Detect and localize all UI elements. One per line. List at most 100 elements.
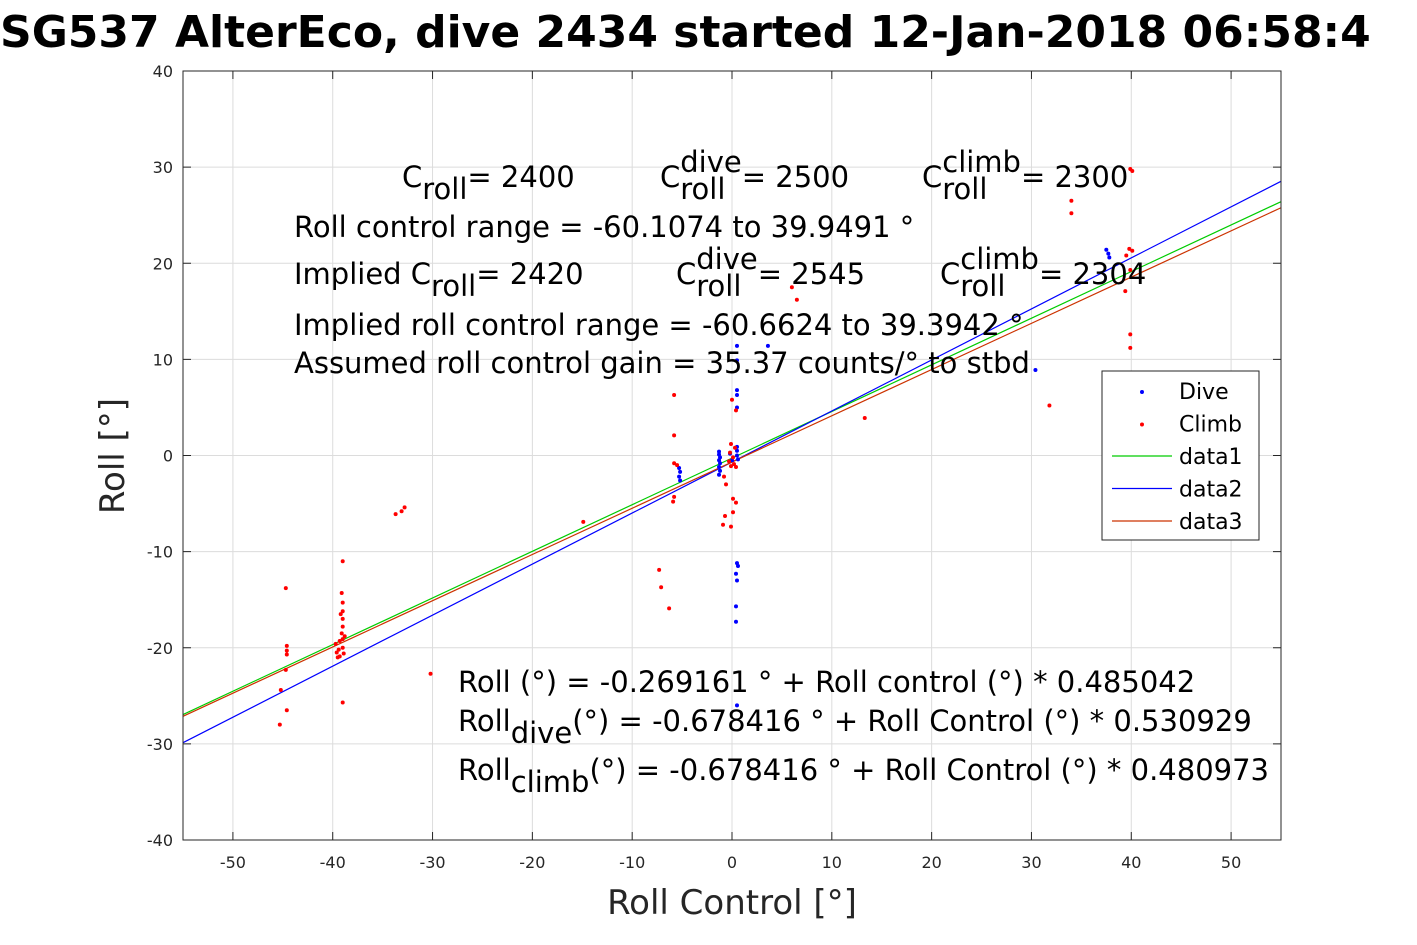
climb-point	[657, 567, 662, 572]
climb-point	[337, 639, 342, 644]
x-tick-label: 10	[822, 853, 842, 872]
svg-text:dive: dive	[680, 145, 741, 179]
dive-point	[717, 449, 722, 454]
dive-point	[677, 465, 682, 470]
dive-point	[733, 619, 738, 624]
legend-label: data2	[1179, 478, 1243, 503]
dive-point	[735, 457, 740, 462]
dive-point	[734, 703, 739, 708]
dive-point	[717, 472, 722, 477]
dive-point	[735, 564, 740, 569]
climb-point	[283, 667, 288, 672]
y-axis-label: Roll [°]	[93, 398, 133, 514]
climb-point	[1069, 198, 1074, 203]
dive-point	[1033, 367, 1038, 372]
climb-point	[334, 650, 339, 655]
svg-text:= 2300: = 2300	[1021, 160, 1128, 194]
x-tick-label: 0	[727, 853, 737, 872]
dive-point	[734, 358, 739, 363]
climb-point	[732, 445, 737, 450]
climb-point	[1130, 168, 1135, 173]
climb-point	[1069, 211, 1074, 216]
dive-point	[1104, 247, 1109, 252]
dive-point	[734, 578, 739, 583]
climb-point	[340, 624, 345, 629]
dive-point	[718, 468, 723, 473]
climb-point	[671, 499, 676, 504]
climb-point	[335, 655, 340, 660]
climb-point	[672, 494, 677, 499]
dive-point	[1106, 251, 1111, 256]
climb-point	[1123, 289, 1128, 294]
climb-point	[723, 514, 728, 519]
climb-point	[729, 441, 734, 446]
svg-text:C: C	[940, 257, 960, 291]
climb-point	[730, 496, 735, 501]
fit-equation-climb: Roll climb (°) = -0.678416 ° + Roll Contr…	[458, 753, 1269, 799]
dive-point	[765, 343, 770, 348]
y-tick-label: 40	[153, 62, 173, 81]
y-tick-label: 20	[153, 254, 173, 273]
svg-text:= 2500: = 2500	[742, 160, 849, 194]
dive-point	[733, 604, 738, 609]
x-tick-label: 40	[1121, 853, 1141, 872]
climb-point	[340, 700, 345, 705]
dive-point	[1107, 255, 1112, 260]
svg-text:Roll: Roll	[458, 753, 511, 787]
climb-point	[672, 461, 677, 466]
climb-point	[342, 634, 347, 639]
svg-text:C: C	[922, 160, 942, 194]
svg-text:roll: roll	[942, 172, 987, 206]
y-tick-label: -10	[147, 543, 173, 562]
climb-point	[340, 616, 345, 621]
climb-point	[340, 645, 345, 650]
climb-point	[1127, 246, 1132, 251]
x-tick-label: -30	[419, 853, 445, 872]
x-tick-label: 20	[921, 853, 941, 872]
y-tick-label: -40	[147, 831, 173, 850]
climb-point	[727, 459, 732, 464]
svg-text:dive: dive	[511, 716, 572, 750]
climb-point	[336, 647, 341, 652]
fit-equation-dive: Roll dive (°) = -0.678416 ° + Roll Contro…	[458, 704, 1252, 750]
svg-text:= 2304: = 2304	[1039, 257, 1146, 291]
x-tick-label: -50	[220, 853, 246, 872]
svg-text:roll: roll	[696, 269, 741, 303]
svg-text:Implied C: Implied C	[294, 257, 431, 291]
legend-label: Dive	[1179, 380, 1229, 405]
dive-point	[718, 461, 723, 466]
climb-point	[393, 512, 398, 517]
dive-point	[678, 469, 683, 474]
svg-text:C: C	[676, 257, 696, 291]
dive-point	[733, 571, 738, 576]
x-tick-label: -40	[320, 853, 346, 872]
climb-point	[733, 408, 738, 413]
climb-point	[675, 463, 680, 468]
svg-text:= 2420: = 2420	[476, 257, 583, 291]
x-tick-label: 50	[1221, 853, 1241, 872]
dive-point	[734, 343, 739, 348]
data-series	[182, 167, 1282, 744]
climb-point	[730, 510, 735, 515]
climb-point	[581, 519, 586, 524]
y-tick-label: 10	[153, 350, 173, 369]
climb-point	[730, 455, 735, 460]
climb-point	[278, 688, 283, 693]
svg-text:climb: climb	[511, 765, 590, 799]
climb-point	[340, 600, 345, 605]
svg-text:climb: climb	[960, 242, 1039, 276]
climb-point	[339, 590, 344, 595]
climb-point	[284, 652, 289, 657]
climb-point	[1124, 253, 1129, 258]
climb-point	[339, 631, 344, 636]
svg-text:C: C	[660, 160, 680, 194]
climb-point	[284, 643, 289, 648]
climb-point	[284, 648, 289, 653]
climb-point	[789, 285, 794, 290]
legend-marker	[1140, 390, 1144, 394]
climb-point	[340, 609, 345, 614]
y-tick-label: 0	[163, 447, 173, 466]
